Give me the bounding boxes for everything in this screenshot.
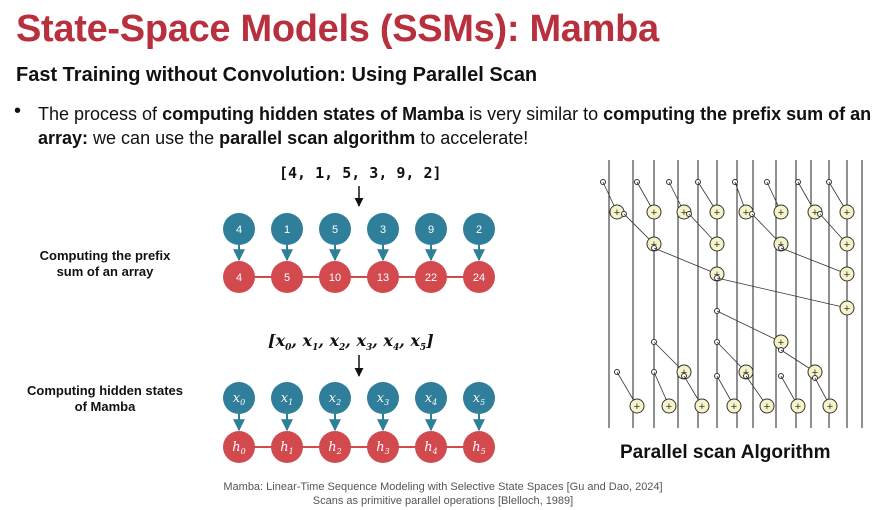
bullet-marker: • (14, 100, 22, 122)
mamba-input-node (223, 382, 255, 414)
prefix-output-label: 5 (284, 272, 290, 284)
prefix-output-label: 22 (425, 272, 437, 284)
scan-add-symbol: + (614, 207, 620, 219)
bullet-part: computing hidden states of Mamba (162, 104, 465, 124)
bullet-part: to accelerate! (415, 128, 529, 148)
page-subtitle: Fast Training without Convolution: Using… (16, 64, 538, 86)
prefix-output-node (367, 261, 399, 293)
prefix-output-label: 13 (377, 272, 389, 284)
prefix-output-label: 24 (473, 272, 485, 284)
scan-add-symbol: + (844, 207, 850, 219)
scan-add-symbol: + (666, 401, 672, 413)
prefix-input-node (319, 213, 351, 245)
scan-add-node (839, 204, 855, 220)
mamba-input-node (271, 382, 303, 414)
scan-add-node (839, 300, 855, 316)
scan-add-node (790, 398, 806, 414)
mamba-output-node (367, 431, 399, 463)
mamba-output-node (271, 431, 303, 463)
bullet-part: The process of (38, 104, 163, 124)
scan-add-node (839, 266, 855, 282)
prefix-output-node (319, 261, 351, 293)
mamba-input-node (367, 382, 399, 414)
scan-add-node (709, 204, 725, 220)
prefix-output-node (415, 261, 447, 293)
scan-add-symbol: + (699, 401, 705, 413)
prefix-input-label: 5 (332, 224, 338, 236)
mamba-input-node (463, 382, 495, 414)
prefix-input-label: 3 (380, 224, 386, 236)
scan-add-symbol: + (844, 239, 850, 251)
reference-mamba: Mamba: Linear-Time Sequence Modeling wit… (223, 481, 663, 493)
scan-edge (780, 247, 848, 275)
prefix-input-label: 2 (476, 224, 482, 236)
mamba-output-node (463, 431, 495, 463)
page-title: State-Space Models (SSMs): Mamba (16, 8, 659, 50)
bullet-part: parallel scan algorithm (219, 128, 416, 148)
scan-add-symbol: + (844, 269, 850, 281)
bullet-text: The process of computing hidden states o… (38, 102, 874, 150)
prefix-input-node (271, 213, 303, 245)
scan-add-node (822, 398, 838, 414)
mamba-input-node (415, 382, 447, 414)
mamba-side-label: Computing hidden states of Mamba (27, 383, 183, 414)
prefix-output-node (223, 261, 255, 293)
scan-add-node (646, 204, 662, 220)
scan-add-symbol: + (764, 401, 770, 413)
scan-caption: Parallel scan Algorithm (620, 442, 831, 463)
prefix-input-label: 9 (428, 224, 434, 236)
prefix-input-node (415, 213, 447, 245)
prefix-side-label: Computing the prefix sum of an array (39, 248, 171, 279)
mamba-input-node (319, 382, 351, 414)
prefix-output-node (463, 261, 495, 293)
prefix-input-node (367, 213, 399, 245)
bullet-part: we can use the (88, 128, 220, 148)
mamba-output-node (415, 431, 447, 463)
mamba-output-node (319, 431, 351, 463)
scan-add-symbol: + (681, 207, 687, 219)
scan-edge (716, 310, 782, 343)
scan-add-node (726, 398, 742, 414)
prefix-output-node (271, 261, 303, 293)
scan-add-symbol: + (827, 401, 833, 413)
scan-add-node (661, 398, 677, 414)
scan-add-node (773, 204, 789, 220)
scan-edge (653, 247, 718, 275)
scan-add-symbol: + (778, 207, 784, 219)
scan-add-symbol: + (795, 401, 801, 413)
bullet-part: is very similar to (464, 104, 604, 124)
scan-add-symbol: + (714, 239, 720, 251)
scan-add-node (839, 236, 855, 252)
scan-add-symbol: + (714, 207, 720, 219)
bullet-part: computing the prefix sum of an array: (38, 104, 872, 148)
prefix-output-label: 10 (329, 272, 341, 284)
scan-add-node (709, 236, 725, 252)
scan-add-node (694, 398, 710, 414)
scan-edge (716, 277, 848, 309)
prefix-input-label: 1 (284, 224, 290, 236)
prefix-output-label: 4 (236, 272, 242, 284)
prefix-array-label: [4, 1, 5, 3, 9, 2] (279, 164, 442, 182)
scan-add-symbol: + (651, 207, 657, 219)
scan-add-symbol: + (731, 401, 737, 413)
scan-add-symbol: + (778, 337, 784, 349)
scan-add-symbol: + (812, 207, 818, 219)
scan-add-node (759, 398, 775, 414)
scan-add-node (629, 398, 645, 414)
scan-add-symbol: + (812, 367, 818, 379)
mamba-output-node (223, 431, 255, 463)
prefix-input-label: 4 (236, 224, 242, 236)
mamba-array-label: [x0, x1, x2, x3, x4, x5] (268, 331, 434, 354)
prefix-input-node (223, 213, 255, 245)
scan-add-symbol: + (634, 401, 640, 413)
scan-add-symbol: + (844, 303, 850, 315)
reference-blelloch: Scans as primitive parallel operations [… (312, 495, 574, 507)
prefix-input-node (463, 213, 495, 245)
scan-add-symbol: + (743, 207, 749, 219)
